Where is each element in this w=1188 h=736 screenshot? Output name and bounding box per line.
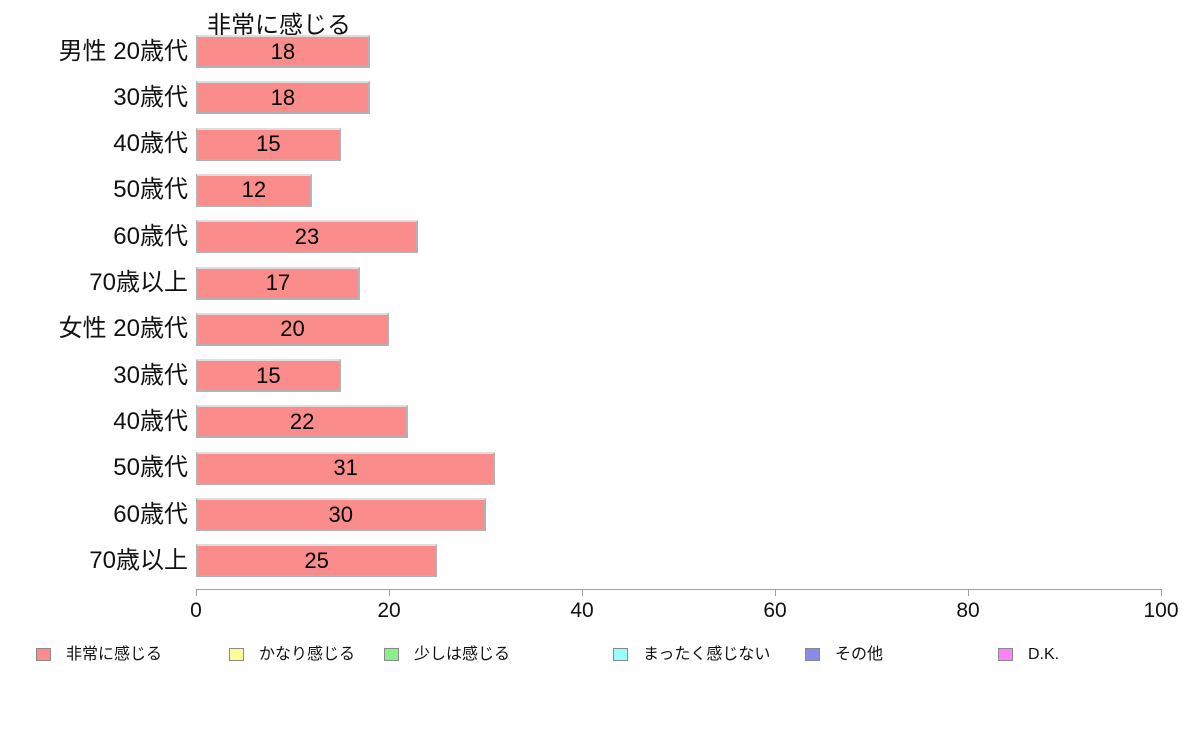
x-axis-tick-label: 40: [570, 599, 594, 622]
legend-swatch-icon: [384, 648, 399, 661]
legend-swatch-icon: [805, 648, 820, 661]
x-axis-tick-label: 20: [377, 599, 401, 622]
category-label: 70歳以上: [89, 546, 188, 574]
bar-value-label: 15: [256, 362, 281, 388]
bar-value-label: 15: [256, 131, 281, 157]
bar: 20: [196, 312, 389, 346]
bar: 18: [196, 81, 370, 115]
bar: 17: [196, 266, 361, 300]
bar-value-label: 25: [304, 547, 329, 573]
category-label: 40歳代: [113, 130, 188, 158]
category-label: 50歳代: [113, 176, 188, 204]
bar: 15: [196, 359, 341, 393]
x-axis-tick: [196, 589, 197, 596]
x-axis-tick-label: 80: [956, 599, 980, 622]
bar-value-label: 18: [270, 38, 296, 64]
bar: 15: [196, 127, 341, 161]
category-label: 60歳代: [113, 222, 188, 250]
category-label: 男性 20歳代: [58, 37, 188, 65]
bar: 22: [196, 405, 409, 439]
bar-value-label: 20: [280, 316, 305, 342]
legend-swatch-icon: [36, 648, 51, 661]
legend-label: かなり感じる: [259, 646, 356, 663]
bar-value-label: 12: [241, 177, 267, 203]
chart-title: 非常に感じる: [207, 12, 351, 39]
bar: 30: [196, 498, 486, 531]
legend-label: D.K.: [1028, 646, 1060, 663]
x-axis-tick: [582, 589, 583, 596]
legend-swatch-icon: [229, 648, 244, 661]
bar-value-label: 31: [333, 455, 358, 481]
x-axis-tick: [775, 589, 776, 596]
x-axis-tick: [968, 589, 969, 596]
x-axis-tick: [389, 589, 390, 596]
x-axis-tick-label: 60: [763, 599, 787, 622]
legend-swatch-icon: [613, 648, 628, 661]
legend-label: 少しは感じる: [414, 646, 511, 663]
legend-swatch-icon: [998, 648, 1013, 661]
category-label: 60歳代: [113, 500, 188, 528]
category-label: 30歳代: [113, 83, 188, 111]
legend-label: 非常に感じる: [66, 646, 163, 663]
category-label: 30歳代: [113, 361, 188, 389]
bar: 12: [196, 173, 312, 207]
x-axis-tick-label: 100: [1143, 599, 1179, 622]
x-axis-tick: [1161, 589, 1162, 596]
bar-value-label: 22: [289, 408, 315, 434]
category-label: 40歳代: [113, 407, 188, 435]
bar: 18: [196, 35, 370, 68]
legend-label: その他: [835, 646, 884, 663]
bar-value-label: 23: [294, 223, 320, 249]
bar-value-label: 17: [265, 270, 291, 295]
bar-value-label: 30: [328, 501, 353, 527]
x-axis-line: [196, 589, 1161, 590]
bar: 31: [196, 451, 496, 485]
bar-value-label: 18: [270, 84, 296, 110]
category-label: 70歳以上: [89, 269, 188, 296]
bar: 25: [196, 544, 438, 578]
bar: 23: [196, 220, 418, 254]
legend-label: まったく感じない: [643, 646, 771, 663]
category-label: 女性 20歳代: [58, 315, 188, 343]
category-label: 50歳代: [113, 454, 188, 482]
x-axis-tick-label: 0: [190, 599, 202, 622]
